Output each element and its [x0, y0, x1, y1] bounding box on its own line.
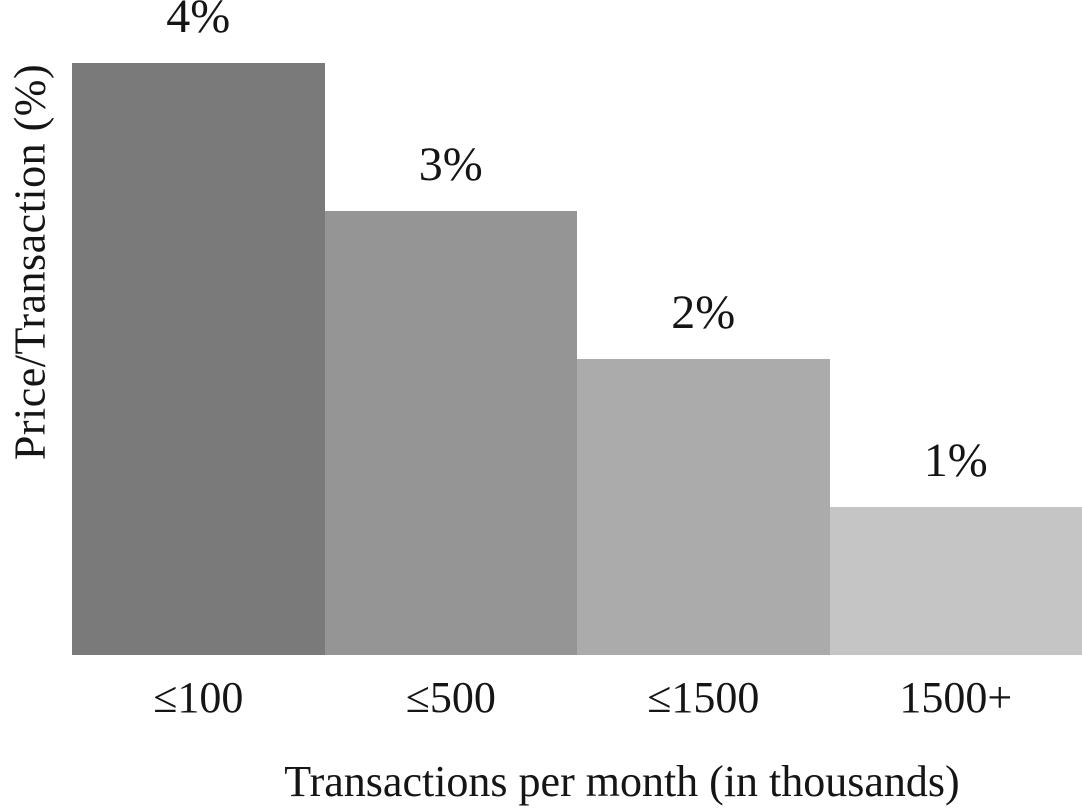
- bar-4: [829, 507, 1082, 655]
- bar-2: [324, 211, 577, 655]
- x-tick-label: ≤1500: [647, 673, 760, 722]
- x-tick-label: 1500+: [899, 673, 1013, 722]
- bar-value-label: 1%: [923, 434, 988, 487]
- bar-value-label: 4%: [166, 0, 231, 43]
- y-axis-label: Price/Transaction (%): [5, 63, 55, 461]
- bar-1: [72, 63, 325, 655]
- x-tick-label: ≤100: [153, 673, 244, 722]
- bar-value-label: 3%: [418, 138, 483, 191]
- bar-value-label: 2%: [671, 286, 736, 339]
- x-axis-title: Transactions per month (in thousands): [284, 757, 960, 806]
- plot-area: 4% 3% 2% 1%: [72, 0, 1082, 655]
- bar-3: [577, 359, 830, 655]
- x-tick-label: ≤500: [405, 673, 496, 722]
- x-tick-row: ≤100 ≤500 ≤1500 1500+: [72, 672, 1082, 724]
